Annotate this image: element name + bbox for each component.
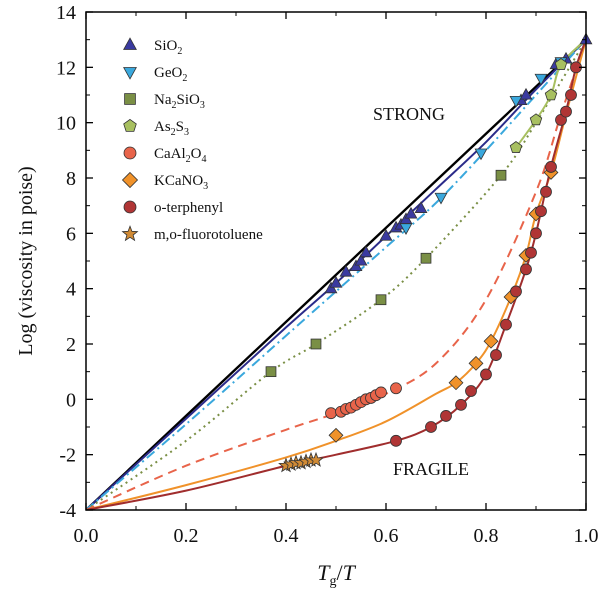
point-geo2 <box>434 192 448 205</box>
x-tick-label: 1.0 <box>574 525 599 547</box>
x-tick-label: 0.0 <box>74 525 99 547</box>
x-axis-label: Tg/T <box>317 560 356 589</box>
annotation-strong: STRONG <box>373 104 445 124</box>
curve-caal2o4 <box>86 39 586 510</box>
point-sio2 <box>359 245 373 258</box>
point-caal2o4 <box>390 382 402 395</box>
point-sio2 <box>404 206 418 219</box>
point-sio2 <box>329 275 343 288</box>
point-na2sio3 <box>265 366 277 378</box>
y-tick-label: -2 <box>59 445 76 467</box>
curve-na2sio3 <box>86 39 586 510</box>
point-o-terphenyl <box>425 421 437 433</box>
annotation-fragile: FRAGILE <box>393 459 469 479</box>
point-o-terphenyl <box>565 89 577 101</box>
legend-label-caal2o4: CaAl2O4 <box>154 146 207 165</box>
point-kcano3 <box>448 375 464 391</box>
y-tick-label: 2 <box>66 334 76 356</box>
legend-marker-na2sio3 <box>124 93 136 105</box>
curve-geo2 <box>86 38 586 510</box>
point-sio2 <box>414 201 428 213</box>
y-axis-label: Log (viscosity in poise) <box>15 166 37 355</box>
y-tick-label: 8 <box>66 168 76 190</box>
legend-label-o-terphenyl: o-terphenyl <box>154 200 223 216</box>
point-sio2 <box>519 87 533 100</box>
point-caal2o4 <box>325 407 337 420</box>
point-na2sio3 <box>375 294 387 306</box>
x-tick-label: 0.4 <box>274 525 299 547</box>
legend-label-sio2: SiO2 <box>154 38 182 57</box>
y-tick-label: 12 <box>56 57 76 79</box>
point-o-terphenyl <box>545 161 557 173</box>
point-o-terphenyl <box>560 105 572 118</box>
point-kcano3 <box>468 355 484 371</box>
legend-label-kcano3: KCaNO3 <box>154 173 208 192</box>
reference-line <box>86 38 586 510</box>
point-o-terphenyl <box>440 410 452 422</box>
legend-marker-o-terphenyl <box>123 200 137 214</box>
legend-label-na2sio3: Na2SiO3 <box>154 92 205 111</box>
y-tick-label: 14 <box>56 2 76 24</box>
legend: SiO2 GeO2 Na2SiO3 As2S3 CaAl2O4 KCaNO3 o-terph… <box>121 37 263 243</box>
legend-label-geo2: GeO2 <box>154 65 187 84</box>
legend-label-m-o-fluorotoluene: m,o-fluorotoluene <box>154 227 263 243</box>
x-tick-label: 0.6 <box>374 525 399 547</box>
y-tick-label: 10 <box>56 113 76 135</box>
point-o-terphenyl <box>390 434 402 447</box>
point-sio2 <box>379 228 393 241</box>
point-kcano3 <box>328 427 344 443</box>
legend-marker-caal2o4 <box>123 146 137 160</box>
legend-marker-geo2 <box>123 67 137 80</box>
point-as2s3 <box>509 141 523 153</box>
point-as2s3 <box>529 113 543 126</box>
point-o-terphenyl <box>540 185 552 198</box>
legend-marker-m-o-fluorotoluene <box>121 225 139 242</box>
point-as2s3 <box>544 88 558 101</box>
point-na2sio3 <box>420 252 432 264</box>
point-o-terphenyl <box>520 263 532 276</box>
y-tick-label: 0 <box>66 389 76 411</box>
point-o-terphenyl <box>465 385 477 397</box>
point-na2sio3 <box>310 338 322 350</box>
y-tick-label: 6 <box>66 223 76 245</box>
point-geo2 <box>509 96 523 108</box>
point-o-terphenyl <box>480 368 492 381</box>
y-tick-label: 4 <box>66 279 76 301</box>
x-tick-label: 0.8 <box>474 525 499 547</box>
legend-marker-as2s3 <box>123 118 137 132</box>
point-o-terphenyl <box>535 205 547 218</box>
legend-marker-sio2 <box>123 37 137 50</box>
point-o-terphenyl <box>455 398 467 411</box>
point-as2s3 <box>554 58 568 70</box>
curve-o-terphenyl <box>86 39 586 510</box>
point-o-terphenyl <box>525 246 537 259</box>
point-o-terphenyl <box>500 318 512 331</box>
point-geo2 <box>534 73 548 86</box>
point-sio2 <box>339 264 353 277</box>
legend-label-as2s3: As2S3 <box>154 119 189 138</box>
point-geo2 <box>474 148 488 161</box>
legend-marker-kcano3 <box>121 171 139 189</box>
point-caal2o4 <box>375 386 387 399</box>
y-tick-label: -4 <box>59 500 76 522</box>
point-na2sio3 <box>495 169 507 181</box>
curve-sio2 <box>86 38 586 510</box>
x-tick-label: 0.2 <box>174 525 199 547</box>
point-o-terphenyl <box>530 227 542 240</box>
point-o-terphenyl <box>490 349 502 361</box>
point-m-o-fluorotoluene <box>308 451 324 467</box>
point-o-terphenyl <box>510 285 522 298</box>
point-kcano3 <box>483 333 499 349</box>
point-geo2 <box>399 223 413 235</box>
point-sio2 <box>354 253 368 266</box>
